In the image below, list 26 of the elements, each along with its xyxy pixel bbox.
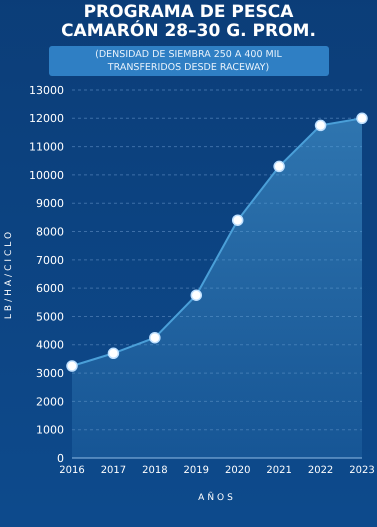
y-tick-label: 2000 bbox=[36, 395, 64, 408]
x-tick-label: 2021 bbox=[266, 465, 292, 476]
y-tick-label: 13000 bbox=[29, 84, 64, 97]
y-tick-label: 1000 bbox=[36, 424, 64, 437]
x-tick-label: 2019 bbox=[184, 465, 210, 476]
x-axis-title: AÑOS bbox=[198, 491, 236, 503]
y-tick-label: 8000 bbox=[36, 225, 64, 238]
chart-subtitle: (DENSIDAD DE SIEMBRA 250 A 400 MIL TRANSFERIDOS DESDE RACEWAY) bbox=[48, 46, 328, 76]
y-tick-label: 12000 bbox=[29, 112, 64, 126]
chart-title: PROGRAMA DE PESCA CAMARÓN 28–30 G. PROM. bbox=[60, 2, 317, 41]
x-tick-label: 2017 bbox=[100, 465, 126, 476]
y-tick-label: 9000 bbox=[36, 197, 64, 210]
x-tick-label: 2018 bbox=[142, 465, 168, 476]
y-axis-title: LB/HA/CICLO bbox=[4, 228, 14, 320]
x-tick-label: 2020 bbox=[224, 465, 250, 476]
x-tick-label: 2022 bbox=[308, 465, 334, 476]
y-tick-label: 11000 bbox=[29, 140, 64, 154]
y-tick-label: 7000 bbox=[36, 254, 64, 267]
y-tick-label: 3000 bbox=[36, 366, 64, 380]
y-tick-label: 5000 bbox=[36, 310, 64, 324]
y-tick-label: 4000 bbox=[36, 338, 64, 352]
x-tick-label: 2016 bbox=[59, 465, 85, 476]
y-tick-label: 0 bbox=[57, 452, 64, 465]
y-tick-label: 10000 bbox=[29, 168, 64, 182]
y-tick-label: 6000 bbox=[36, 282, 64, 296]
x-tick-label: 2023 bbox=[349, 465, 375, 476]
